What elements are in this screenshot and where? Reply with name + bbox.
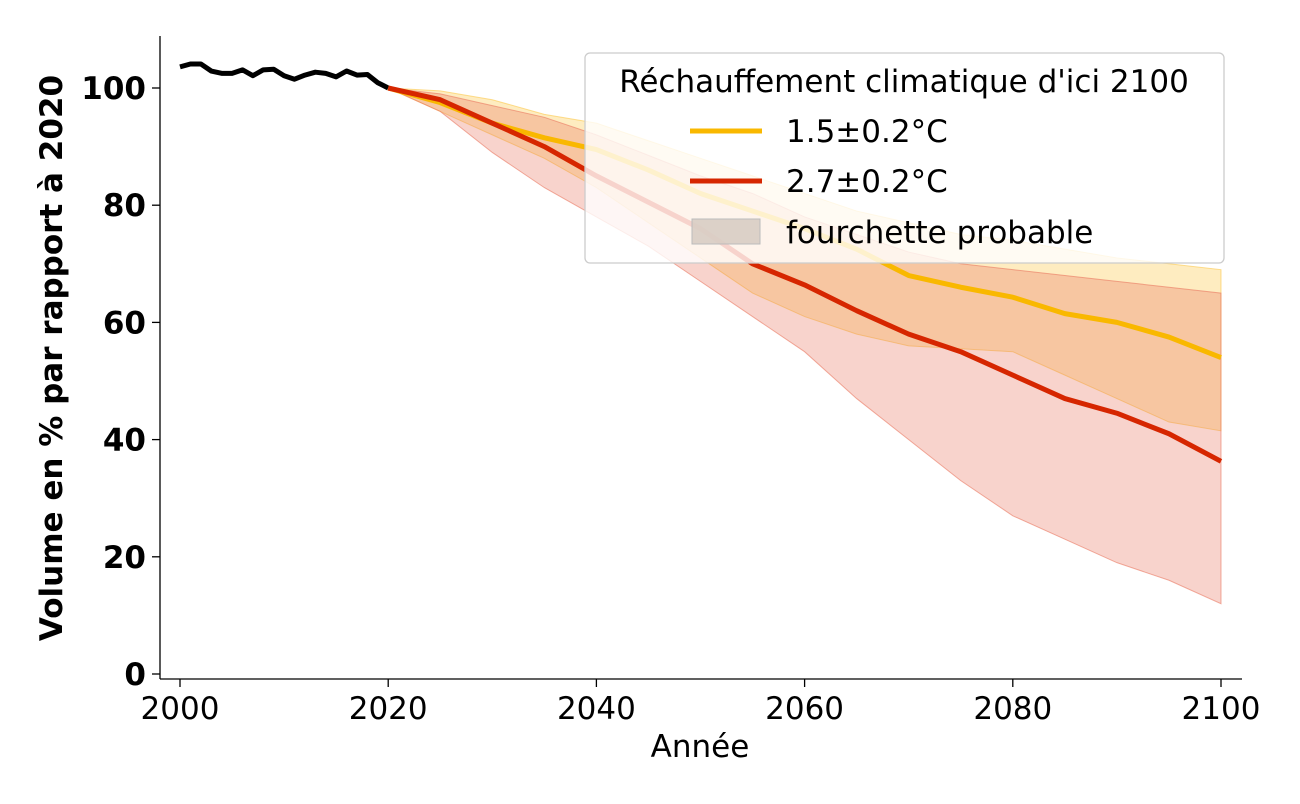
legend-frame — [584, 52, 1225, 264]
x-tick-label: 2000 — [141, 691, 220, 727]
y-axis-label: Volume en % par rapport à 2020 — [34, 75, 70, 641]
y-tick-label: 100 — [81, 71, 146, 107]
x-tick-label: 2040 — [557, 691, 636, 727]
legend-label: 2.7±0.2°C — [786, 164, 948, 200]
x-tick-label: 2080 — [973, 691, 1052, 727]
x-axis-label: Année — [651, 729, 750, 765]
legend-title: Réchauffement climatique d'ici 2100 — [619, 64, 1189, 100]
legend-label: fourchette probable — [786, 215, 1093, 251]
x-tick-label: 2100 — [1182, 691, 1261, 727]
y-tick-label: 80 — [103, 188, 146, 224]
legend-swatch-patch — [691, 218, 761, 245]
y-tick-label: 20 — [103, 540, 146, 576]
x-ticks: 2000 2020 2040 2060 2080 2100 — [141, 679, 1261, 727]
y-tick-label: 0 — [124, 657, 146, 693]
historical-line — [179, 61, 390, 91]
legend: Réchauffement climatique d'ici 2100 1.5±… — [584, 52, 1225, 264]
legend-label: 1.5±0.2°C — [786, 114, 948, 150]
x-tick-label: 2060 — [765, 691, 844, 727]
y-tick-label: 60 — [103, 305, 146, 341]
series-line-2-7c — [387, 85, 1223, 464]
x-tick-label: 2020 — [349, 691, 428, 727]
y-tick-label: 40 — [103, 423, 146, 459]
y-ticks: 0 20 40 60 80 100 — [81, 71, 160, 693]
